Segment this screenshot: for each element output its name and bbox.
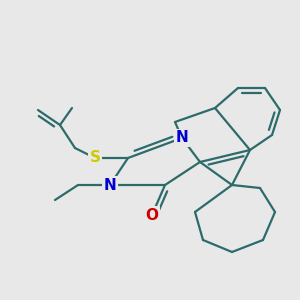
Text: N: N: [103, 178, 116, 193]
Text: O: O: [146, 208, 158, 223]
Text: N: N: [176, 130, 188, 146]
Text: S: S: [89, 151, 100, 166]
